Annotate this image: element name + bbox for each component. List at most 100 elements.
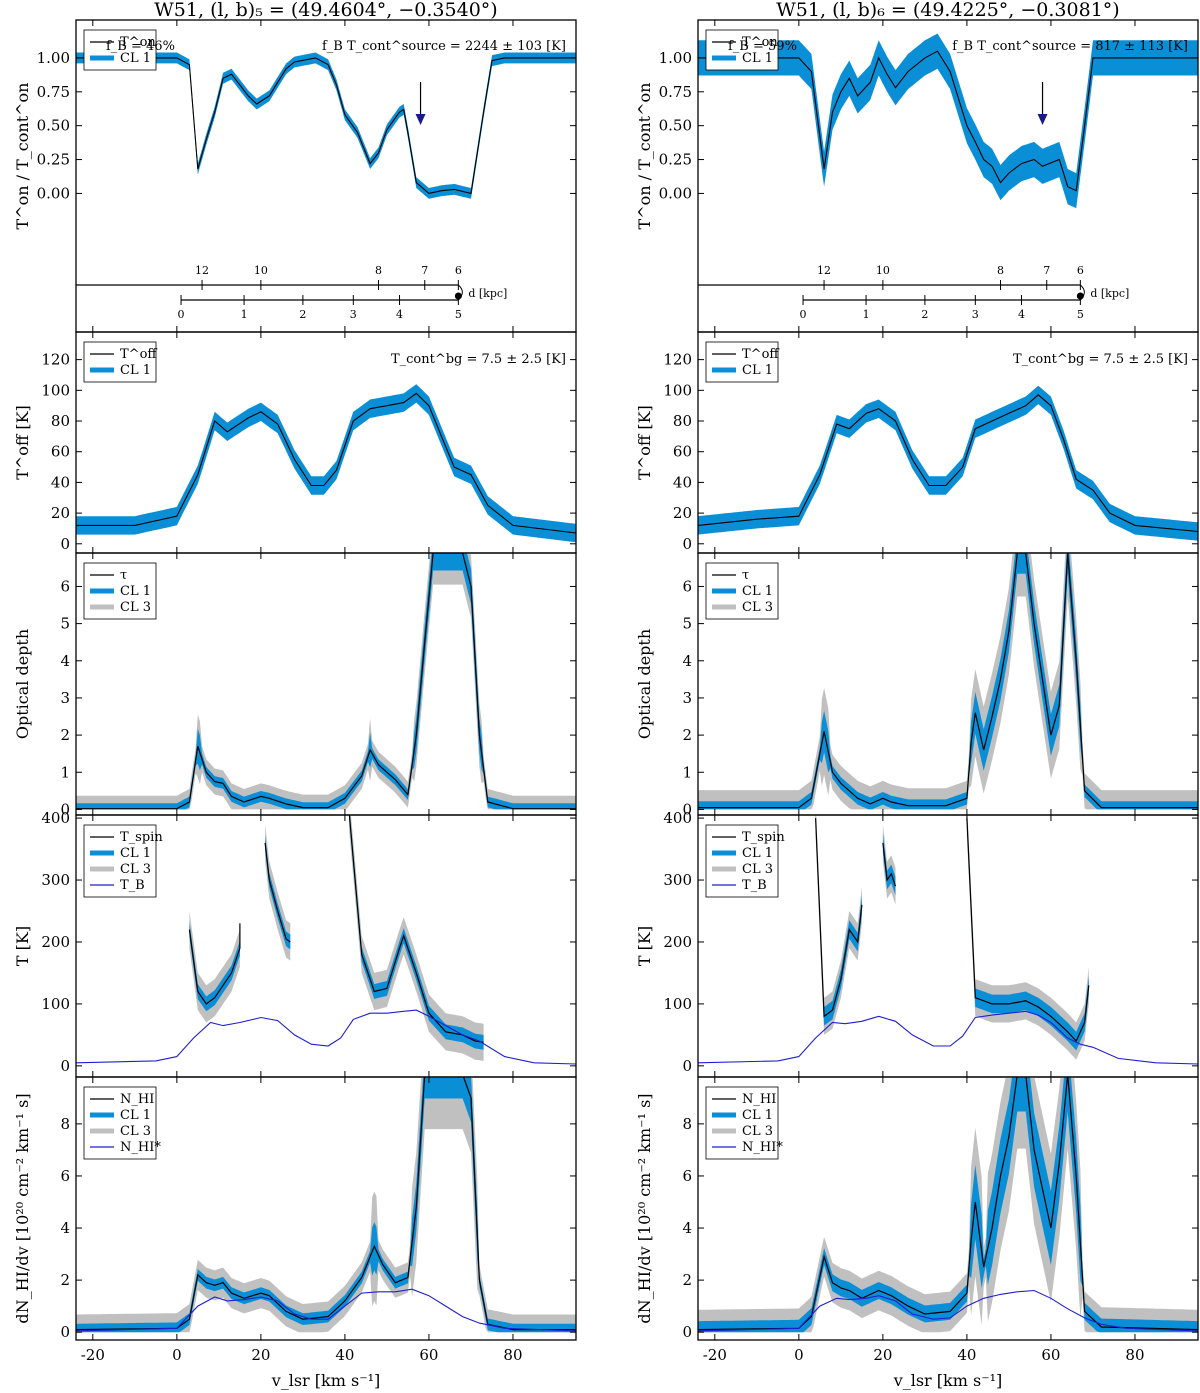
distance-label: 1 (241, 308, 248, 321)
plot-area (76, 553, 576, 810)
y-tick-label: 40 (673, 473, 692, 491)
panel-frame (697, 1076, 1199, 1341)
tcont-annotation: T_cont^bg = 7.5 ± 2.5 [K] (1013, 352, 1188, 367)
distance-label: 2 (299, 308, 306, 321)
legend-box (705, 29, 779, 71)
y-tick-label: 1.00 (37, 49, 70, 67)
distance-label: 0 (178, 308, 185, 321)
n-hi-line (698, 1077, 1198, 1331)
fb-annotation: f_B = 46% (106, 39, 175, 54)
cl1-band (265, 835, 291, 950)
t-spin-line (966, 818, 1090, 1043)
legend-label: T_B (120, 878, 145, 893)
legend-label: T_spin (742, 830, 785, 845)
y-axis-label: T [K] (13, 926, 32, 966)
legend-label: τ (120, 568, 127, 583)
panel-2: 0 1 2 3 4 5 6 Optical depth τCL 1CL 3 (13, 552, 577, 818)
plot-area (76, 1077, 576, 1333)
distance-label: 10 (876, 264, 890, 277)
y-tick-label: 0.00 (37, 184, 70, 202)
y-axis-label: dN_HI/dv [10²⁰ cm⁻² km⁻¹ s] (635, 1093, 654, 1323)
fb-annotation: f_B = 59% (728, 39, 797, 54)
legend-label: CL 1 (742, 584, 773, 599)
cl1-band (882, 833, 896, 896)
cl1-band (76, 52, 576, 199)
legend-label: CL 3 (742, 862, 773, 877)
legend-box (83, 29, 157, 71)
y-tick-label: 120 (41, 351, 70, 369)
y-tick-label: 1 (682, 763, 692, 781)
legend-label: CL 1 (120, 584, 151, 599)
y-tick-label: 20 (673, 504, 692, 522)
legend-box (705, 341, 779, 383)
y-tick-label: 40 (51, 473, 70, 491)
y-tick-label: 0 (60, 800, 70, 818)
legend-label: T_B (742, 878, 767, 893)
panel-2: 0 1 2 3 4 5 6 Optical depth τCL 1CL 3 (635, 552, 1199, 818)
y-tick-label: 0.50 (37, 117, 70, 135)
y-axis-label: T^on / T_cont^on (635, 83, 654, 230)
panel-frame (75, 1076, 577, 1341)
y-tick-label: 0 (60, 535, 70, 553)
y-tick-label: 100 (663, 995, 692, 1013)
y-tick-label: 6 (60, 1167, 70, 1185)
cl3-band (815, 815, 862, 1035)
y-tick-label: 8 (60, 1115, 70, 1133)
distance-label: 7 (421, 264, 428, 277)
y-tick-label: 200 (41, 933, 70, 951)
y-axis-label: T [K] (635, 926, 654, 966)
y-tick-label: 5 (682, 615, 692, 633)
y-tick-label: 8 (682, 1115, 692, 1133)
y-tick-label: 20 (51, 504, 70, 522)
distance-label: 6 (1077, 264, 1084, 277)
n-hi-star-line (76, 1288, 576, 1332)
cl1-band (815, 815, 862, 1026)
n-hi-line (76, 1077, 576, 1331)
y-axis-label: Optical depth (635, 629, 654, 739)
y-tick-label: 0 (60, 1057, 70, 1075)
cl3-band (966, 815, 1089, 1060)
legend-label: T_spin (120, 830, 163, 845)
legend-label: CL 1 (120, 1108, 151, 1123)
y-tick-label: 4 (682, 652, 692, 670)
panel-0: 0.00 0.25 0.50 0.75 1.00 T^on / T_cont^on T^on… (13, 19, 577, 333)
legend-label: N_HI* (120, 1140, 161, 1155)
t-spin-line (264, 842, 291, 943)
y-tick-label: 60 (673, 443, 692, 461)
y-tick-label: 2 (60, 1271, 70, 1289)
plot-area (698, 1077, 1198, 1333)
chart-title: W51, (l, b)₅ = (49.4604°, −0.3540°) (154, 0, 497, 21)
y-tick-label: 6 (682, 1167, 692, 1185)
legend-label: T^on (742, 35, 778, 50)
distance-label: 12 (817, 264, 831, 277)
y-tick-label: 120 (663, 351, 692, 369)
legend-label: CL 1 (742, 1108, 773, 1123)
y-tick-label: 2 (682, 726, 692, 744)
y-tick-label: 0.00 (659, 184, 692, 202)
legend-label: CL 3 (120, 600, 151, 615)
legend-label: CL 1 (742, 51, 773, 66)
y-tick-label: 0 (682, 1323, 692, 1341)
x-tick-label: 40 (957, 1346, 976, 1364)
legend: τCL 1CL 3 (705, 562, 779, 620)
legend-label: τ (742, 568, 749, 583)
distance-label: 1 (863, 308, 870, 321)
y-tick-label: 3 (682, 689, 692, 707)
plot-area (698, 385, 1198, 541)
cl3-band (698, 1077, 1198, 1333)
cl3-band (698, 553, 1198, 810)
y-tick-label: 100 (41, 381, 70, 399)
distance-label: 8 (375, 264, 382, 277)
t-b-line (76, 1009, 576, 1065)
y-tick-label: 0.50 (659, 117, 692, 135)
y-tick-label: 0 (682, 535, 692, 553)
distance-label: 5 (455, 308, 462, 321)
legend-label: N_HI (742, 1092, 776, 1107)
cl1-band (76, 553, 576, 810)
